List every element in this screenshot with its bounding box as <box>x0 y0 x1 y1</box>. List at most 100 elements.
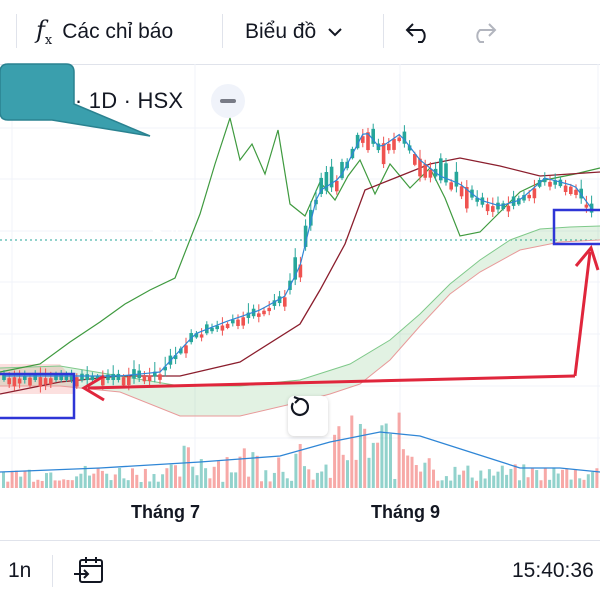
volume-bar <box>122 478 126 488</box>
volume-bar <box>109 480 113 488</box>
candle-body <box>43 378 48 385</box>
volume-bar <box>586 474 590 488</box>
volume-bar <box>225 457 229 488</box>
volume-bar <box>389 433 392 488</box>
candle-body <box>444 163 448 183</box>
volume-bar <box>260 481 263 488</box>
candle-body <box>116 373 121 380</box>
volume-bar <box>423 462 427 488</box>
volume-bar <box>333 434 337 488</box>
candle-body <box>257 313 261 317</box>
volume-bar <box>32 481 36 488</box>
candle-body <box>23 376 27 380</box>
candle-body <box>407 145 412 151</box>
candle-body <box>101 377 105 386</box>
candle-body <box>319 177 323 194</box>
volume-bar <box>204 468 208 488</box>
volume-bar <box>569 479 573 488</box>
volume-bar <box>311 479 315 488</box>
volume-bar <box>62 479 66 488</box>
volume-bar <box>131 468 134 488</box>
volume-bar <box>358 423 362 488</box>
chart-type-button[interactable]: Biểu đồ <box>245 10 342 54</box>
volume-bar <box>234 472 238 488</box>
volume-bar <box>53 480 57 488</box>
interval-button[interactable]: 1n <box>8 541 31 601</box>
reset-chart-button[interactable] <box>288 396 328 436</box>
candle-body <box>231 319 235 324</box>
candle-body <box>584 204 589 208</box>
chikou-line <box>0 115 600 373</box>
volume-bar <box>303 466 306 488</box>
volume-bar <box>290 480 294 488</box>
price-chart[interactable]: Phong · 1D · HSX Bán Tháng 7 Tháng 9 <box>0 63 600 540</box>
volume-bar <box>371 442 375 488</box>
volume-bar <box>281 471 285 488</box>
volume-bar <box>221 481 225 488</box>
candle-body <box>475 197 479 202</box>
volume-bar <box>66 479 70 488</box>
volume-bar <box>436 480 440 488</box>
volume-bar <box>487 469 491 488</box>
volume-bar <box>427 458 431 488</box>
legend-collapse-button[interactable] <box>211 84 246 118</box>
candle-body <box>64 374 69 380</box>
candle-body <box>184 345 188 354</box>
indicators-label: Các chỉ báo <box>62 20 174 43</box>
indicators-button[interactable]: fx Các chỉ báo <box>36 10 173 54</box>
candle-body <box>158 374 162 380</box>
candle-body <box>418 158 422 177</box>
volume-bar <box>92 473 96 488</box>
candle-body <box>293 257 297 280</box>
clock-text: 15:40:36 <box>512 559 594 582</box>
volume-bar <box>242 448 246 488</box>
goto-date-button[interactable] <box>72 541 106 601</box>
candle-body <box>38 377 43 387</box>
volume-bar <box>19 476 23 488</box>
candle-body <box>272 300 277 306</box>
candle-body <box>329 166 334 188</box>
candle-body <box>309 209 313 226</box>
volume-bar <box>105 473 109 488</box>
chart-canvas[interactable] <box>0 64 600 540</box>
volume-bar <box>40 480 44 488</box>
volume-bar <box>285 478 289 488</box>
undo-button[interactable] <box>404 10 434 54</box>
redo-button[interactable] <box>468 10 498 54</box>
bottom-toolbar: 1n 15:40:36 <box>0 540 600 601</box>
volume-bar <box>277 457 281 488</box>
candle-body <box>517 198 521 205</box>
volume-bar <box>195 475 199 488</box>
candle-body <box>153 371 157 377</box>
candle-body <box>423 164 427 178</box>
candle-body <box>7 378 11 385</box>
volume-bar <box>539 480 543 488</box>
volume-bar <box>10 470 14 488</box>
candle-body <box>387 143 391 151</box>
arrow-head-up <box>574 244 600 271</box>
volume-bar <box>57 480 61 488</box>
volume-bar <box>470 477 474 488</box>
sell-callout-text: Bán <box>151 222 185 243</box>
volume-bar <box>552 467 556 488</box>
candle-body <box>376 143 381 151</box>
volume-bar <box>135 474 139 488</box>
candle-body <box>179 348 183 354</box>
clock: 15:40:36 <box>512 541 594 601</box>
volume-bar <box>143 468 147 488</box>
candle-body <box>335 180 339 192</box>
interval-label: 1n <box>8 559 32 582</box>
volume-bar <box>350 415 354 488</box>
candle-body <box>220 325 225 331</box>
volume-bar <box>453 466 457 488</box>
bottombar-divider <box>52 555 53 587</box>
volume-bar <box>466 465 470 488</box>
candle-body <box>392 138 396 150</box>
fx-icon: fx <box>36 16 53 48</box>
candle-body <box>173 355 178 360</box>
candle-body <box>532 188 537 199</box>
volume-bar <box>582 479 586 488</box>
candle-body <box>85 374 89 380</box>
volume-bar <box>479 470 483 488</box>
ichimoku-cloud-bearish <box>0 364 75 394</box>
